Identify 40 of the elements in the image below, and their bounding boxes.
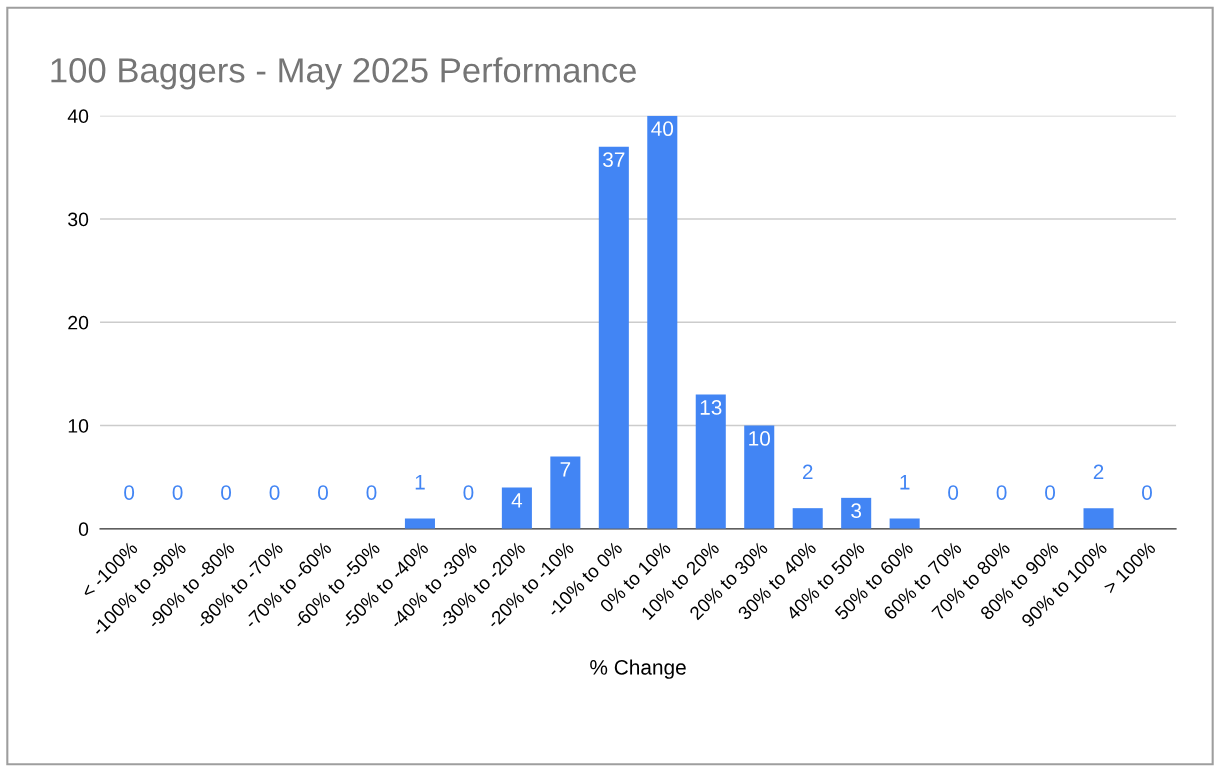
data-label: 0 (948, 485, 959, 500)
data-label: 2 (802, 464, 813, 480)
data-label: 10 (749, 431, 771, 446)
bar (550, 456, 581, 529)
data-label: 0 (221, 485, 232, 500)
chart-title: 100 Baggers - May 2025 Performance (51, 57, 636, 90)
data-label: 40 (651, 121, 674, 137)
bar (501, 487, 532, 529)
y-tick-label: 0 (78, 522, 89, 537)
bar (889, 518, 920, 529)
bar (744, 425, 775, 529)
data-label: 0 (269, 485, 280, 500)
data-label: 0 (124, 485, 135, 500)
data-label: 13 (700, 400, 722, 415)
y-tick-label: 10 (68, 419, 89, 433)
bar (647, 115, 678, 529)
data-label: 7 (560, 462, 571, 477)
data-label: 4 (511, 493, 523, 508)
data-label: 2 (1093, 464, 1104, 480)
bar (404, 518, 435, 529)
bar (1083, 508, 1114, 529)
data-label: 0 (318, 485, 328, 500)
y-tick-label: 30 (68, 212, 89, 227)
data-label: 0 (996, 485, 1007, 500)
bar (841, 497, 872, 529)
data-label: 1 (900, 475, 910, 490)
data-label: 1 (415, 475, 425, 490)
bar (695, 394, 726, 529)
bar (598, 146, 629, 529)
data-label: 0 (463, 485, 474, 500)
data-label: 0 (172, 485, 183, 500)
data-label: 0 (1142, 485, 1152, 500)
data-label: 37 (603, 152, 625, 168)
y-tick-label: 40 (67, 109, 89, 124)
x-axis-title: % Change (590, 659, 686, 679)
y-tick-label: 20 (68, 315, 89, 330)
data-label: 0 (1045, 485, 1056, 500)
bar (792, 508, 823, 529)
data-label: 0 (366, 485, 377, 500)
data-label: 3 (851, 503, 862, 519)
